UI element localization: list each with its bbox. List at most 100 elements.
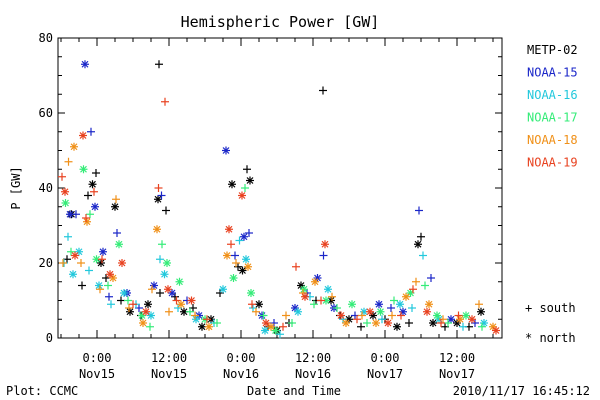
point-metp-02-south <box>417 232 425 241</box>
point-noaa-19-north <box>71 251 79 260</box>
marker-legend: + south * north <box>525 301 576 345</box>
point-noaa-16-north <box>120 289 128 297</box>
y-tick-label: 60 <box>39 106 53 120</box>
point-noaa-16-north <box>324 285 332 294</box>
point-noaa-18-north <box>342 319 350 327</box>
point-noaa-18-south <box>96 285 104 294</box>
point-noaa-16-north <box>396 300 404 309</box>
point-noaa-19-north <box>384 319 392 327</box>
point-noaa-15-south <box>245 229 253 237</box>
point-noaa-19-south <box>58 172 66 181</box>
point-noaa-16-south <box>276 330 284 339</box>
point-noaa-15-south <box>387 304 395 312</box>
point-noaa-19-south <box>98 255 106 264</box>
point-noaa-19-north <box>321 240 329 249</box>
point-noaa-19-north <box>468 315 476 324</box>
point-noaa-17-north <box>322 296 330 305</box>
point-metp-02-north <box>154 195 162 204</box>
x-tick-day-label: Nov16 <box>295 367 331 381</box>
point-noaa-17-north <box>175 277 184 286</box>
point-metp-02-south <box>78 281 86 290</box>
point-noaa-16-south <box>419 251 427 260</box>
point-noaa-17-north <box>163 259 171 267</box>
point-metp-02-south <box>155 60 163 69</box>
point-noaa-19-north <box>366 307 374 316</box>
point-noaa-19-north <box>225 225 233 234</box>
point-noaa-18-south <box>412 277 420 286</box>
point-noaa-17-north <box>92 255 101 264</box>
legend: METP-02 NOAA-15 NOAA-16 NOAA-17 NOAA-18 NOAA-… <box>527 43 578 170</box>
legend-item-noaa-17: NOAA-17 <box>527 111 578 125</box>
point-noaa-19-north <box>106 270 114 279</box>
point-noaa-18-north <box>456 315 464 324</box>
point-metp-02-north <box>198 322 206 331</box>
y-axis: 0 20 40 60 80 <box>39 31 502 345</box>
point-metp-02-north <box>429 319 437 327</box>
point-metp-02-south <box>156 289 164 297</box>
point-noaa-19-south <box>203 315 211 324</box>
point-noaa-19-south <box>409 285 417 294</box>
point-noaa-19-north <box>142 307 150 316</box>
point-metp-02-south <box>243 165 251 174</box>
point-noaa-18-south <box>191 311 199 320</box>
point-noaa-17-south <box>333 304 341 312</box>
point-noaa-18-north <box>139 319 147 327</box>
point-noaa-19-south <box>90 187 98 196</box>
point-noaa-18-north <box>402 292 410 301</box>
point-noaa-18-north <box>372 319 380 327</box>
point-noaa-15-south <box>72 210 80 219</box>
point-noaa-15-south <box>351 311 359 320</box>
point-noaa-18-south <box>77 259 85 267</box>
point-noaa-15-north <box>91 202 99 211</box>
point-metp-02-north <box>111 202 119 211</box>
point-metp-02-south <box>84 191 92 200</box>
x-tick-day-label: Nov16 <box>223 367 259 381</box>
point-metp-02-north <box>327 296 335 305</box>
x-tick-time-label: 0:00 <box>227 351 256 365</box>
point-noaa-16-south <box>378 315 386 324</box>
point-noaa-17-north <box>376 307 385 316</box>
point-noaa-19-south <box>82 214 90 222</box>
point-noaa-19-south <box>437 319 445 327</box>
point-noaa-17-south <box>213 319 221 327</box>
point-noaa-18-north <box>153 225 161 234</box>
point-noaa-17-south <box>146 322 154 331</box>
point-noaa-18-north <box>267 322 275 331</box>
point-noaa-19-south <box>248 300 256 309</box>
point-noaa-18-south <box>358 311 366 320</box>
legend-item-noaa-16: NOAA-16 <box>527 88 578 102</box>
point-noaa-16-south <box>235 236 244 245</box>
chart-title: Hemispheric Power [GW] <box>181 13 380 31</box>
point-noaa-17-north <box>79 165 88 174</box>
point-noaa-15-south <box>105 292 113 301</box>
x-tick-time-label: 0:00 <box>83 351 112 365</box>
point-noaa-17-south <box>241 184 249 192</box>
point-noaa-18-south <box>299 289 307 297</box>
y-tick-label: 0 <box>46 331 53 345</box>
point-noaa-16-south <box>156 255 164 264</box>
point-noaa-19-south <box>454 311 463 320</box>
point-noaa-15-south <box>427 274 435 282</box>
data-points <box>58 60 500 339</box>
x-tick-time-label: 12:00 <box>295 351 331 365</box>
point-noaa-16-south <box>64 232 72 241</box>
point-noaa-15-north <box>222 146 230 155</box>
point-noaa-18-north <box>311 277 319 286</box>
point-noaa-18-south <box>252 307 260 316</box>
point-noaa-18-north <box>177 300 185 309</box>
point-noaa-17-south <box>104 281 112 290</box>
legend-item-noaa-18: NOAA-18 <box>527 133 578 147</box>
point-noaa-16-north <box>480 319 488 327</box>
point-noaa-17-south <box>158 240 166 249</box>
footer-plot-credit: Plot: CCMC <box>6 384 78 398</box>
point-noaa-18-south <box>232 259 240 267</box>
point-metp-02-north <box>477 307 485 316</box>
point-noaa-17-south <box>259 311 268 320</box>
point-noaa-15-north <box>66 210 74 219</box>
point-metp-02-south <box>117 296 125 305</box>
point-noaa-17-south <box>421 281 429 290</box>
point-noaa-15-south <box>415 206 423 215</box>
x-tick-day-label: Nov15 <box>79 367 115 381</box>
point-noaa-19-south <box>172 296 181 305</box>
x-tick-time-label: 0:00 <box>371 351 400 365</box>
